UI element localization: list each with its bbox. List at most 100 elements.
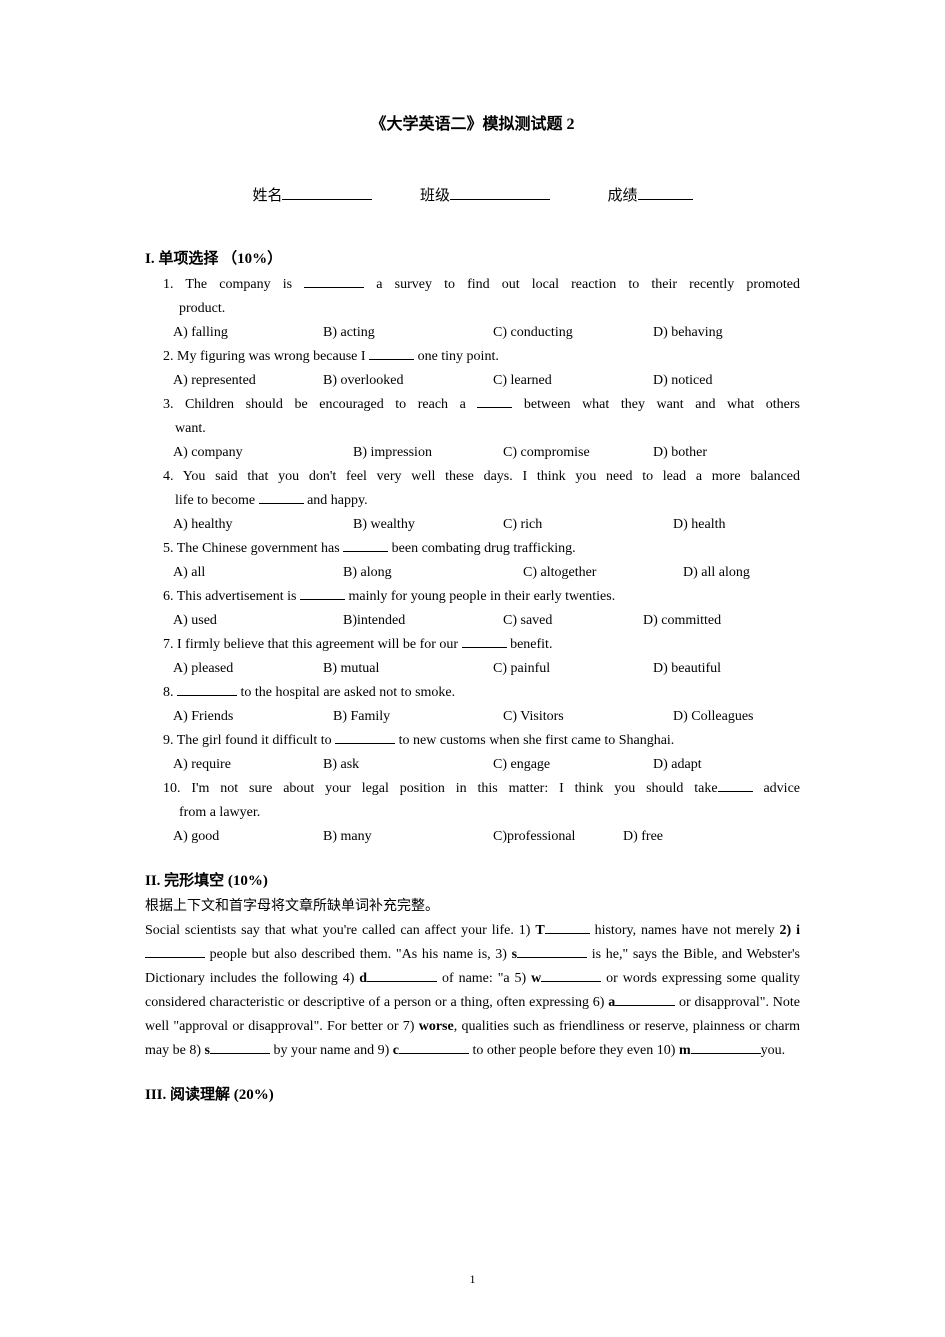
q8-opt-b[interactable]: B) Family (333, 705, 503, 729)
question-1: 1. The company is a survey to find out l… (145, 273, 800, 297)
q7-opt-d[interactable]: D) beautiful (653, 657, 721, 681)
q3-opt-c[interactable]: C) compromise (503, 441, 653, 465)
class-label: 班级 (420, 188, 450, 204)
q10-opt-d[interactable]: D) free (623, 825, 663, 849)
question-3: 3. Children should be encouraged to reac… (145, 393, 800, 417)
cloze-blank-2[interactable] (145, 944, 205, 958)
question-7: 7. I firmly believe that this agreement … (145, 633, 800, 657)
page-number: 1 (0, 1272, 945, 1287)
q2-opt-c[interactable]: C) learned (493, 369, 653, 393)
q1-num: 1. (163, 277, 174, 292)
q1-opt-c[interactable]: C) conducting (493, 321, 653, 345)
q8-options: A) Friends B) Family C) Visitors D) Coll… (145, 705, 800, 729)
cloze-p11: you. (761, 1043, 786, 1058)
q10-num: 10. (163, 781, 181, 796)
q9-opt-b[interactable]: B) ask (323, 753, 493, 777)
q9-num: 9. (163, 733, 174, 748)
q7-blank[interactable] (462, 634, 507, 648)
q9-opt-c[interactable]: C) engage (493, 753, 653, 777)
q5-options: A) all B) along C) altogether D) all alo… (145, 561, 800, 585)
section-2-heading: II. 完形填空 (10%) (145, 869, 800, 890)
student-info-row: 姓名 班级 成绩 (145, 184, 800, 205)
q1-opt-d[interactable]: D) behaving (653, 321, 723, 345)
cloze-blank-3[interactable] (517, 944, 587, 958)
cloze-blank-1[interactable] (545, 920, 590, 934)
cloze-blank-5[interactable] (541, 968, 601, 982)
q2-opt-d[interactable]: D) noticed (653, 369, 712, 393)
cloze-blank-9[interactable] (399, 1040, 469, 1054)
q6-opt-a[interactable]: A) used (173, 609, 343, 633)
cloze-l4: d (359, 971, 367, 986)
q4-options: A) healthy B) wealthy C) rich D) health (145, 513, 800, 537)
cloze-l1: T (535, 923, 544, 938)
cloze-blank-10[interactable] (691, 1040, 761, 1054)
q7-opt-a[interactable]: A) pleased (173, 657, 323, 681)
cloze-p10: to other people before they even 10) (469, 1043, 679, 1058)
q5-opt-b[interactable]: B) along (343, 561, 523, 585)
q4-opt-a[interactable]: A) healthy (173, 513, 353, 537)
q6-opt-b[interactable]: B)intended (343, 609, 503, 633)
q4-blank[interactable] (259, 490, 304, 504)
q7-opt-c[interactable]: C) painful (493, 657, 653, 681)
q4-opt-d[interactable]: D) health (673, 513, 725, 537)
q10-opt-c[interactable]: C)professional (493, 825, 623, 849)
q4-opt-c[interactable]: C) rich (503, 513, 673, 537)
question-6: 6. This advertisement is mainly for youn… (145, 585, 800, 609)
score-label: 成绩 (608, 188, 638, 204)
q8-opt-a[interactable]: A) Friends (173, 705, 333, 729)
q4-text-a: You said that you don't feel very well t… (183, 469, 800, 484)
q9-opt-a[interactable]: A) require (173, 753, 323, 777)
q9-opt-d[interactable]: D) adapt (653, 753, 702, 777)
q10-opt-a[interactable]: A) good (173, 825, 323, 849)
q3-opt-b[interactable]: B) impression (353, 441, 503, 465)
cloze-p5: of name: "a 5) (437, 971, 531, 986)
name-label: 姓名 (252, 188, 282, 204)
name-blank[interactable] (282, 184, 372, 200)
q2-text-a: My figuring was wrong because I (177, 349, 369, 364)
q7-num: 7. (163, 637, 174, 652)
class-blank[interactable] (450, 184, 550, 200)
cloze-blank-6[interactable] (615, 992, 675, 1006)
q5-opt-d[interactable]: D) all along (683, 561, 750, 585)
q8-blank[interactable] (177, 682, 237, 696)
q5-opt-a[interactable]: A) all (173, 561, 343, 585)
score-blank[interactable] (638, 186, 693, 200)
cloze-p1: Social scientists say that what you're c… (145, 923, 535, 938)
q3-blank[interactable] (477, 394, 512, 408)
cloze-blank-4[interactable] (367, 968, 437, 982)
q8-opt-c[interactable]: C) Visitors (503, 705, 673, 729)
q2-opt-a[interactable]: A) represented (173, 369, 323, 393)
cloze-passage: Social scientists say that what you're c… (145, 919, 800, 1063)
q5-num: 5. (163, 541, 174, 556)
q6-opt-d[interactable]: D) committed (643, 609, 721, 633)
question-4: 4. You said that you don't feel very wel… (145, 465, 800, 489)
q10-blank[interactable] (718, 778, 753, 792)
q4-opt-b[interactable]: B) wealthy (353, 513, 503, 537)
q7-opt-b[interactable]: B) mutual (323, 657, 493, 681)
q2-blank[interactable] (369, 346, 414, 360)
q6-opt-c[interactable]: C) saved (503, 609, 643, 633)
q3-opt-d[interactable]: D) bother (653, 441, 707, 465)
q5-blank[interactable] (343, 538, 388, 552)
q10-opt-b[interactable]: B) many (323, 825, 493, 849)
cloze-blank-8[interactable] (210, 1040, 270, 1054)
q1-blank[interactable] (304, 274, 364, 288)
q1-opt-b[interactable]: B) acting (323, 321, 493, 345)
cloze-l7: worse (419, 1019, 454, 1034)
q8-text-b: to the hospital are asked not to smoke. (237, 685, 455, 700)
q1-line2: product. (145, 297, 800, 321)
q9-blank[interactable] (335, 730, 395, 744)
cloze-p3: people but also described them. "As his … (205, 947, 512, 962)
q2-opt-b[interactable]: B) overlooked (323, 369, 493, 393)
q1-opt-a[interactable]: A) falling (173, 321, 323, 345)
q3-opt-a[interactable]: A) company (173, 441, 353, 465)
q3-line2: want. (145, 417, 800, 441)
q2-num: 2. (163, 349, 174, 364)
q6-blank[interactable] (300, 586, 345, 600)
cloze-l6: a (608, 995, 615, 1010)
q5-text-a: The Chinese government has (177, 541, 343, 556)
q1-text-a: The company is (185, 277, 304, 292)
question-5: 5. The Chinese government has been comba… (145, 537, 800, 561)
q5-opt-c[interactable]: C) altogether (523, 561, 683, 585)
q8-opt-d[interactable]: D) Colleagues (673, 705, 753, 729)
